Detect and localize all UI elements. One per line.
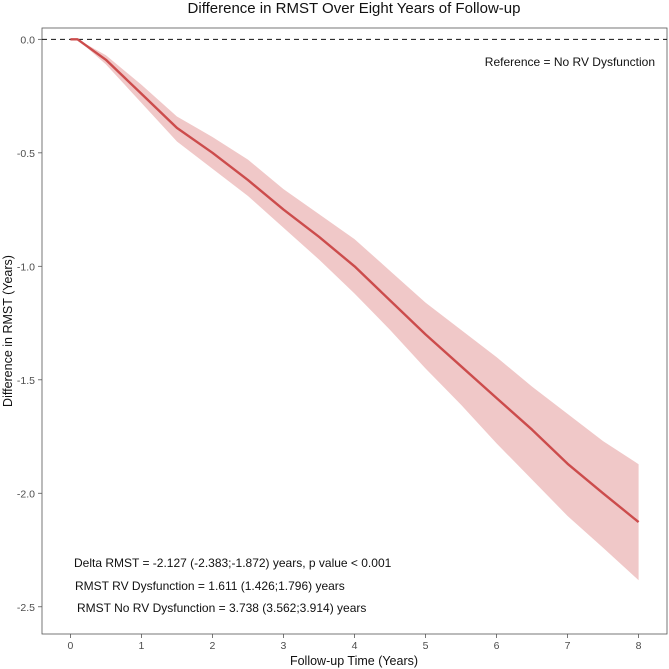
x-tick-label: 2 [210, 640, 216, 652]
chart-title: Difference in RMST Over Eight Years of F… [188, 0, 521, 17]
x-tick-label: 3 [281, 640, 287, 652]
x-tick-label: 0 [67, 640, 73, 652]
rmst-difference-line [70, 38, 640, 524]
x-axis-title: Follow-up Time (Years) [290, 654, 418, 668]
reference-line-label: Reference = No RV Dysfunction [485, 55, 655, 69]
x-tick-label: 8 [636, 640, 642, 652]
x-tick-label: 6 [494, 640, 500, 652]
x-tick-label: 1 [139, 640, 145, 652]
y-tick-label: -1.0 [17, 261, 35, 273]
x-tick-label: 5 [423, 640, 429, 652]
x-tick-label: 4 [352, 640, 358, 652]
annotation-delta-rmst: Delta RMST = -2.127 (-2.383;-1.872) year… [74, 556, 392, 570]
annotation-rmst-rv-dysfunction: RMST RV Dysfunction = 1.611 (1.426;1.796… [75, 579, 345, 593]
y-tick-label: -1.5 [17, 375, 35, 387]
y-axis-title: Difference in RMST (Years) [1, 255, 15, 407]
plot-panel-border [41, 27, 668, 635]
y-tick-label: 0.0 [20, 34, 35, 46]
y-tick-label: -2.5 [17, 602, 35, 614]
y-tick-label: -0.5 [17, 148, 35, 160]
annotation-rmst-no-rv-dysfunction: RMST No RV Dysfunction = 3.738 (3.562;3.… [77, 601, 366, 615]
x-tick-label: 7 [565, 640, 571, 652]
y-tick-label: -2.0 [17, 488, 35, 500]
confidence-band [70, 39, 639, 581]
